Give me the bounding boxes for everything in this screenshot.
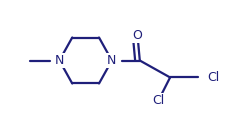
Text: N: N	[55, 54, 64, 67]
Text: N: N	[107, 54, 116, 67]
Text: O: O	[133, 29, 142, 42]
Text: Cl: Cl	[207, 71, 220, 84]
Text: Cl: Cl	[152, 94, 164, 107]
